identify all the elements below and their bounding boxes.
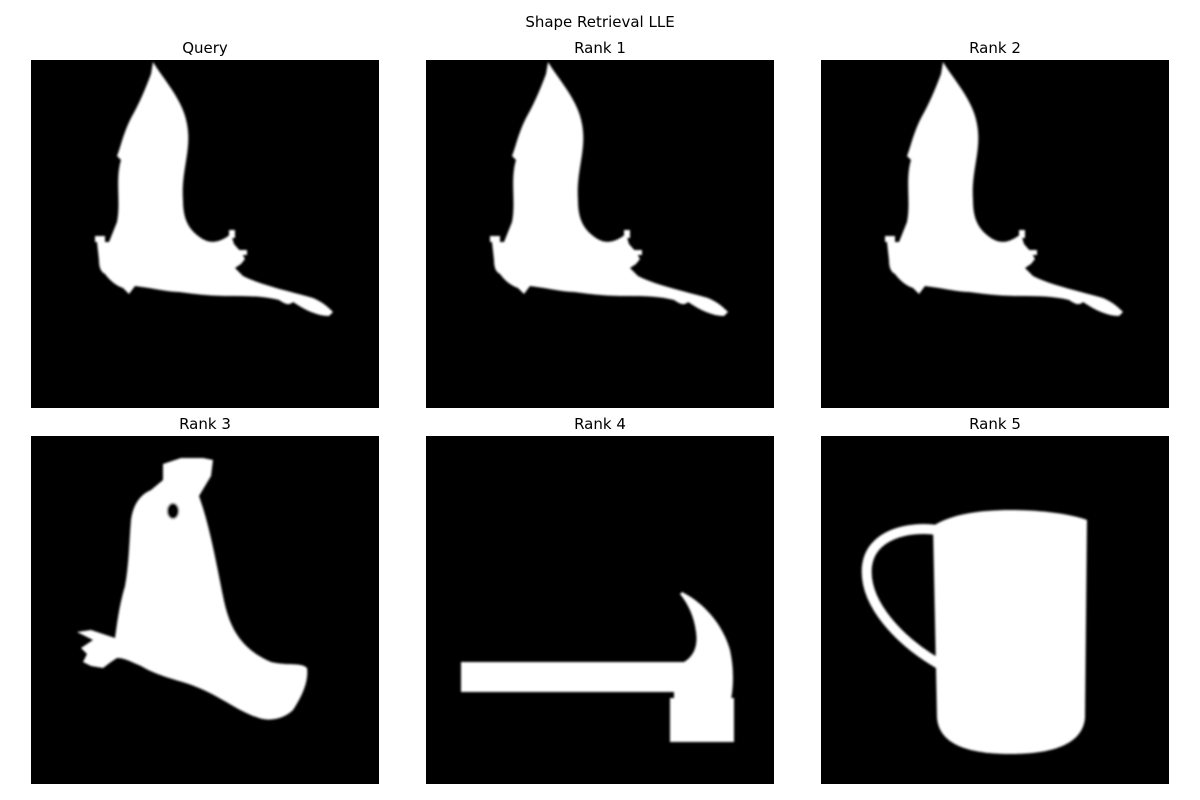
rank-4-panel: Rank 4 (426, 414, 774, 784)
figure-title: Shape Retrieval LLE (525, 13, 675, 31)
bird-silhouette-icon (426, 60, 774, 408)
bird-silhouette-icon (31, 60, 379, 408)
rank-2-panel: Rank 2 (821, 38, 1169, 408)
mug-silhouette-icon (821, 436, 1169, 784)
rank-1-panel: Rank 1 (426, 38, 774, 408)
panel-title: Rank 5 (969, 415, 1021, 433)
panel-title: Query (182, 39, 228, 57)
panel-title: Rank 1 (574, 39, 626, 57)
panel-title: Rank 4 (574, 415, 626, 433)
rank-3-panel: Rank 3 (31, 414, 379, 784)
rank-5-panel: Rank 5 (821, 414, 1169, 784)
panel-title: Rank 3 (179, 415, 231, 433)
hammer-silhouette-icon (426, 436, 774, 784)
bird-silhouette-icon (821, 60, 1169, 408)
chicken-silhouette-icon (31, 436, 379, 784)
panel-title: Rank 2 (969, 39, 1021, 57)
query-panel: Query (31, 38, 379, 408)
